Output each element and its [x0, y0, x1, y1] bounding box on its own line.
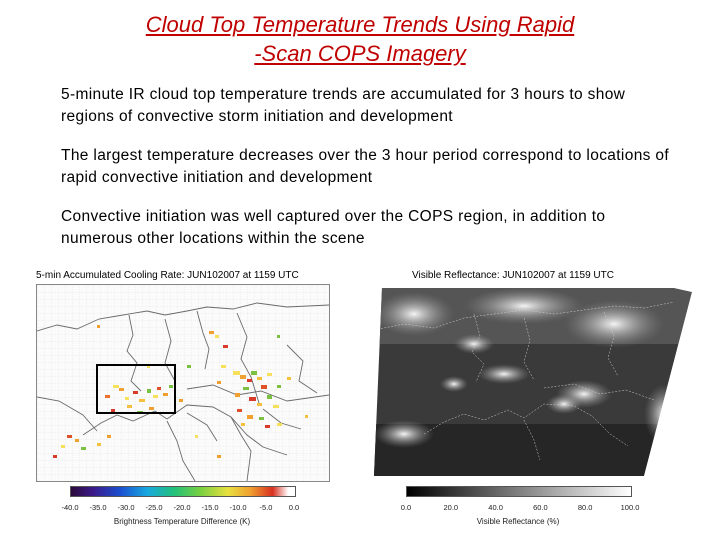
cooling-tick-8: 0.0 — [288, 503, 300, 512]
cooling-tick-0: -40.0 — [61, 503, 79, 512]
cooling-tick-5: -15.0 — [201, 503, 219, 512]
reflectance-tick-2: 40.0 — [488, 503, 503, 512]
cooling-rate-colorbar-label: Brightness Temperature Difference (K) — [113, 517, 251, 526]
visible-reflectance-map — [374, 284, 704, 476]
cooling-tick-6: -10.0 — [229, 503, 247, 512]
reflectance-tick-0: 0.0 — [400, 503, 412, 512]
visible-reflectance-colorbar — [406, 486, 632, 497]
title-line-1: Cloud Top Temperature Trends Using Rapid — [145, 12, 575, 37]
cooling-rate-panel-title: 5-min Accumulated Cooling Rate: JUN10200… — [36, 270, 299, 281]
reflectance-tick-4: 80.0 — [577, 503, 593, 512]
cooling-rate-colorbar — [70, 486, 296, 497]
cooling-rate-panel: 5-min Accumulated Cooling Rate: JUN10200… — [36, 270, 336, 532]
cooling-tick-3: -25.0 — [145, 503, 163, 512]
visible-reflectance-colorbar-label: Visible Reflectance (%) — [476, 517, 560, 526]
paragraph-2: The largest temperature decreases over t… — [61, 147, 670, 186]
visible-reflectance-colorbar-ticks: 0.0 20.0 40.0 60.0 80.0 100.0 — [401, 503, 640, 513]
title-line-2: -Scan COPS Imagery — [254, 41, 466, 66]
paragraph-3: Convective initiation was well captured … — [61, 208, 606, 247]
cooling-tick-7: -5.0 — [259, 503, 273, 512]
visible-reflectance-panel-title: Visible Reflectance: JUN102007 at 1159 U… — [412, 270, 614, 281]
cooling-tick-1: -35.0 — [89, 503, 107, 512]
cooling-rate-map — [36, 284, 330, 482]
reflectance-tick-5: 100.0 — [620, 503, 640, 512]
reflectance-tick-3: 60.0 — [533, 503, 548, 512]
slide-title: Cloud Top Temperature Trends Using Rapid… — [60, 10, 660, 68]
cooling-tick-2: -30.0 — [117, 503, 135, 512]
reflectance-tick-1: 20.0 — [443, 503, 459, 512]
visible-reflectance-panel: Visible Reflectance: JUN102007 at 1159 U… — [374, 270, 704, 532]
cooling-rate-colorbar-ticks: -40.0 -35.0 -30.0 -25.0 -20.0 -15.0 -10.… — [61, 503, 299, 513]
paragraph-1: 5-minute IR cloud top temperature trends… — [61, 86, 626, 125]
cops-region-box — [96, 364, 176, 414]
cooling-tick-4: -20.0 — [173, 503, 191, 512]
